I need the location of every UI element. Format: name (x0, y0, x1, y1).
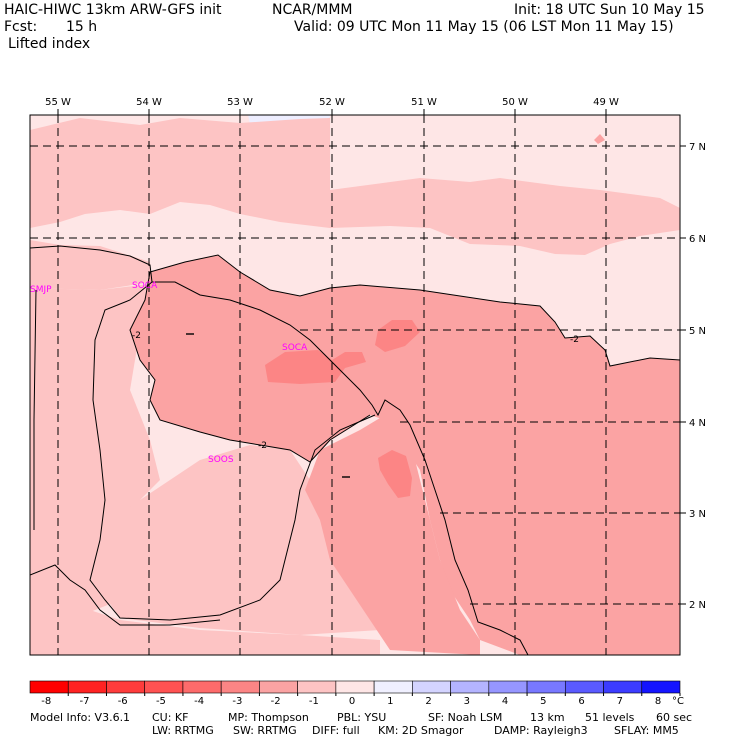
longwave-scheme: LW: RRTMG (152, 724, 214, 737)
init-time: Init: 18 UTC Sun 10 May 15 (514, 2, 705, 18)
station-smjp: SMJP (30, 285, 52, 295)
surface-layer-option: SFLAY: MM5 (614, 724, 679, 737)
lat-label-6n: 6 N (689, 234, 706, 245)
lon-label-53w: 53 W (227, 97, 253, 108)
colorbar-tick-label: 7 (617, 696, 623, 707)
colorbar-swatch (450, 680, 490, 694)
valid-time: Valid: 09 UTC Mon 11 May 15 (06 LST Mon … (294, 19, 674, 35)
colorbar-swatch (182, 680, 222, 694)
forecast-hour: 15 h (66, 19, 98, 35)
colorbar-swatch (29, 680, 69, 694)
lon-label-50w: 50 W (502, 97, 528, 108)
lat-label-3n: 3 N (689, 509, 706, 520)
field-band-minus1-to-minus2-west (30, 240, 152, 290)
contour-label-east: -2 (570, 335, 579, 345)
station-soos: SOOS (208, 455, 234, 465)
contour-dashes (186, 333, 350, 478)
contour-line-west (129, 271, 371, 463)
colorbar-swatch (335, 680, 375, 694)
lat-label-2n: 2 N (689, 600, 706, 611)
station-soca-2: SOCA (282, 343, 308, 353)
field-name: Lifted index (8, 36, 91, 52)
shortwave-scheme: SW: RRTMG (233, 724, 297, 737)
colorbar-tick-label: 1 (387, 696, 393, 707)
graticule (30, 115, 680, 655)
colorbar-tick-label: 0 (349, 696, 355, 707)
colorbar-tick-label: 2 (425, 696, 431, 707)
grid-spacing: 13 km (530, 711, 565, 724)
colorbar-swatch (564, 680, 604, 694)
coastline (30, 245, 529, 655)
colorbar-swatch (297, 680, 337, 694)
field-band-minus1-to-minus2-bottom (30, 580, 380, 655)
contour-label-south: -2 (258, 441, 267, 451)
map-frame (29, 114, 681, 656)
coastline-borders (30, 245, 529, 655)
damping-option: DAMP: Rayleigh3 (494, 724, 588, 737)
axis-ticks (57, 109, 686, 605)
field-band-minus1-to-minus2-north (30, 118, 680, 255)
border-guyana-suriname (89, 281, 376, 621)
station-soca-1: SOCA (132, 281, 158, 291)
lon-label-51w: 51 W (411, 97, 437, 108)
colorbar-tick-label: -2 (271, 696, 281, 707)
colorbar-swatch (412, 680, 451, 694)
field-band-minus3-to-minus4-south (378, 450, 412, 498)
field-band-minus2-to-minus3 (130, 255, 680, 655)
model-info: Model Info: V3.6.1 (30, 711, 131, 724)
model-title: HAIC-HIWC 13km ARW-GFS init (4, 2, 222, 18)
colorbar-tick-label: 5 (540, 696, 546, 707)
colorbar-swatch (67, 680, 107, 694)
pbl-scheme: PBL: YSU (337, 711, 387, 724)
colorbar-tick-label: 3 (464, 696, 470, 707)
colorbar-tick-label: -8 (41, 696, 51, 707)
border-west (33, 289, 37, 530)
surface-scheme: SF: Noah LSM (428, 711, 503, 724)
colorbar-swatch (603, 680, 643, 694)
diffusion-option: DIFF: full (312, 724, 360, 737)
lon-label-55w: 55 W (45, 97, 71, 108)
field-band-minus3-to-minus4-center (265, 350, 366, 384)
field-band-minus1-to-minus2-interior (30, 284, 160, 600)
field-band-small-patch (594, 134, 605, 144)
colorbar-tick-label: -7 (79, 696, 89, 707)
colorbar-swatch (488, 680, 528, 694)
lat-label-7n: 7 N (689, 142, 706, 153)
lon-label-54w: 54 W (136, 97, 162, 108)
border-south (30, 564, 221, 626)
lat-label-4n: 4 N (689, 418, 706, 429)
lon-label-49w: 49 W (593, 97, 619, 108)
vertical-levels: 51 levels (585, 711, 635, 724)
cumulus-scheme: CU: KF (152, 711, 189, 724)
lat-label-5n: 5 N (689, 326, 706, 337)
microphysics-scheme: MP: Thompson (228, 711, 309, 724)
colorbar-swatch (259, 680, 298, 694)
field-band-minus3-to-minus4-east (375, 320, 420, 352)
field-band-minus2-to-minus3-south (305, 415, 480, 655)
forecast-label: Fcst: (4, 19, 38, 35)
colorbar-swatch (526, 680, 566, 694)
colorbar-tick-label: -4 (194, 696, 204, 707)
colorbar-unit: °C (672, 696, 684, 707)
colorbar-swatch (373, 680, 413, 694)
colorbar-tick-label: -1 (309, 696, 319, 707)
colorbar: -8 -7 -6 -5 -4 -3 -2 -1 0 1 2 3 4 5 6 7 8 °C (29, 680, 684, 707)
colorbar-tick-label: -5 (156, 696, 166, 707)
colorbar-swatch (106, 680, 146, 694)
colorbar-tick-label: 6 (578, 696, 584, 707)
colorbar-tick-label: -3 (232, 696, 242, 707)
colorbar-swatch (144, 680, 184, 694)
colorbar-tick-label: -6 (118, 696, 128, 707)
colorbar-swatch (220, 680, 260, 694)
colorbar-tick-label: 4 (502, 696, 508, 707)
organization-label: NCAR/MMM (272, 2, 353, 18)
colorbar-swatch (641, 680, 681, 694)
lon-label-52w: 52 W (319, 97, 345, 108)
timestep: 60 sec (656, 711, 693, 724)
colorbar-tick-label: 8 (655, 696, 661, 707)
km-option: KM: 2D Smagor (378, 724, 464, 737)
contour-label-west: -2 (132, 331, 141, 341)
